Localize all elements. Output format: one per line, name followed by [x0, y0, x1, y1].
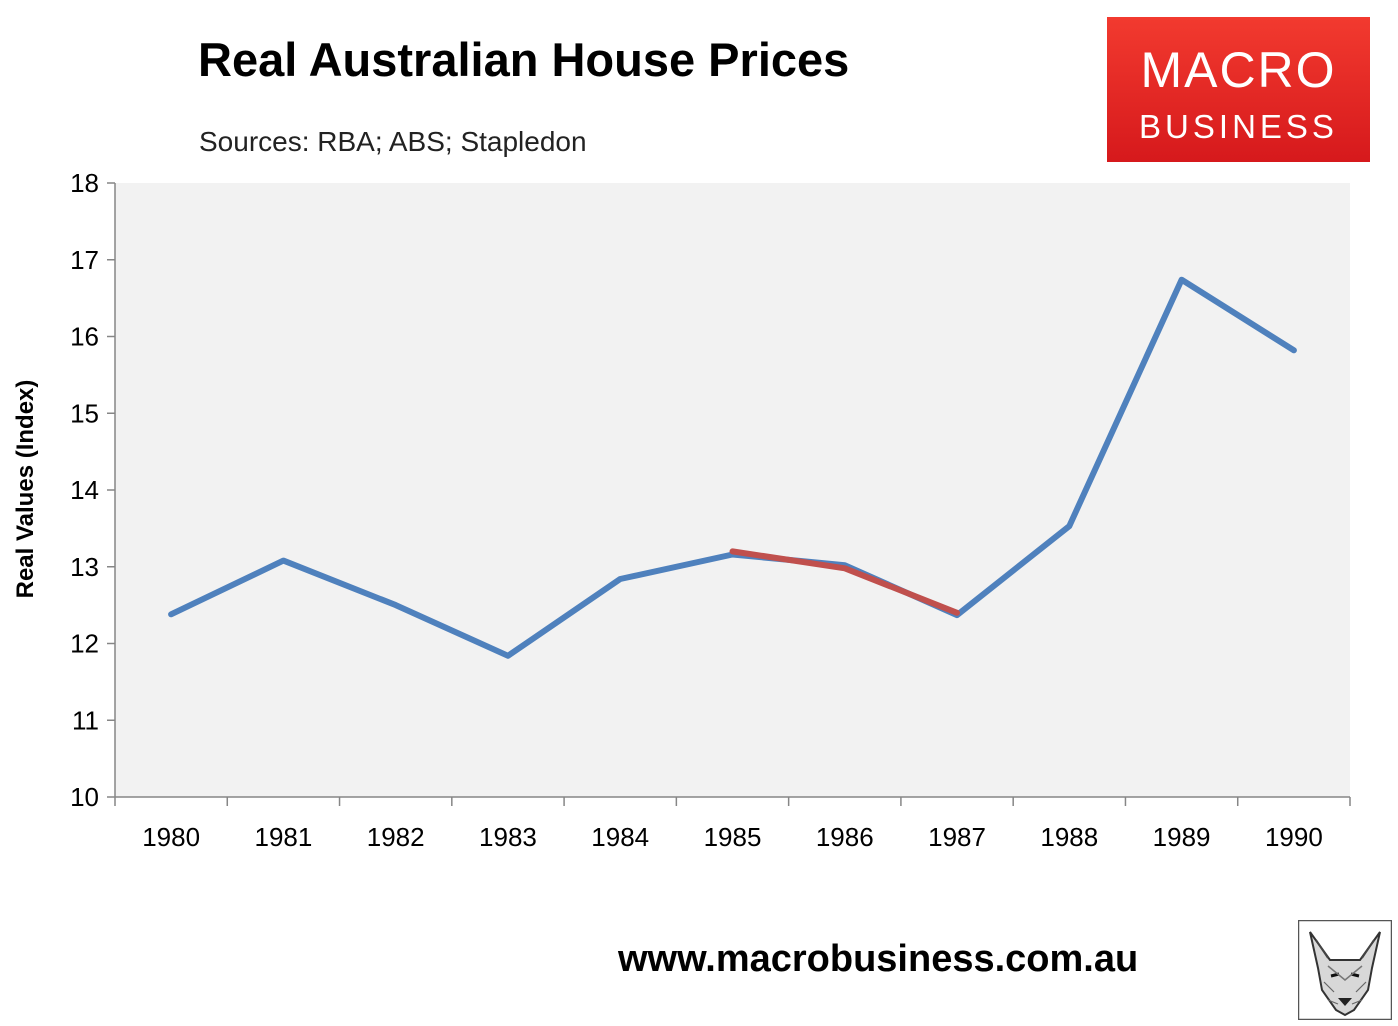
x-tick-label: 1989 — [1153, 822, 1211, 852]
x-tick-label: 1984 — [591, 822, 649, 852]
y-axis: 10 11 12 13 14 15 16 17 18 — [70, 168, 116, 812]
y-tick-label: 12 — [70, 629, 99, 659]
y-tick-label: 15 — [70, 398, 99, 428]
y-tick-label: 16 — [70, 322, 99, 352]
y-tick-label: 14 — [70, 475, 99, 505]
y-tick-label: 13 — [70, 552, 99, 582]
y-tick-label: 17 — [70, 245, 99, 275]
x-tick-label: 1985 — [704, 822, 762, 852]
y-tick-label: 10 — [70, 782, 99, 812]
series-line-main — [168, 276, 1297, 659]
y-tick-label: 18 — [70, 168, 99, 198]
logo-line-1: MACRO — [1140, 42, 1337, 98]
chart-subtitle: Sources: RBA; ABS; Stapledon — [199, 126, 587, 157]
x-tick-label: 1986 — [816, 822, 874, 852]
x-tick-label: 1990 — [1265, 822, 1323, 852]
y-axis-title: Real Values (Index) — [12, 380, 39, 599]
website-url: www.macrobusiness.com.au — [618, 938, 1139, 980]
macrobusiness-logo: MACRO BUSINESS — [1107, 17, 1370, 162]
x-tick-label: 1988 — [1040, 822, 1098, 852]
logo-line-2: BUSINESS — [1139, 108, 1338, 145]
fox-icon — [1298, 920, 1392, 1020]
x-tick-label: 1987 — [928, 822, 986, 852]
x-tick-label: 1980 — [142, 822, 200, 852]
x-axis: 1980 1981 1982 1983 1984 1985 1986 1987 1988 1989… — [114, 796, 1351, 852]
x-tick-label: 1982 — [367, 822, 425, 852]
x-tick-label: 1981 — [254, 822, 312, 852]
plot-area — [115, 183, 1350, 797]
x-tick-label: 1983 — [479, 822, 537, 852]
chart-title: Real Australian House Prices — [198, 33, 850, 86]
series-group — [168, 276, 1297, 659]
series-line-highlight — [729, 548, 960, 616]
y-tick-label: 11 — [72, 705, 99, 735]
